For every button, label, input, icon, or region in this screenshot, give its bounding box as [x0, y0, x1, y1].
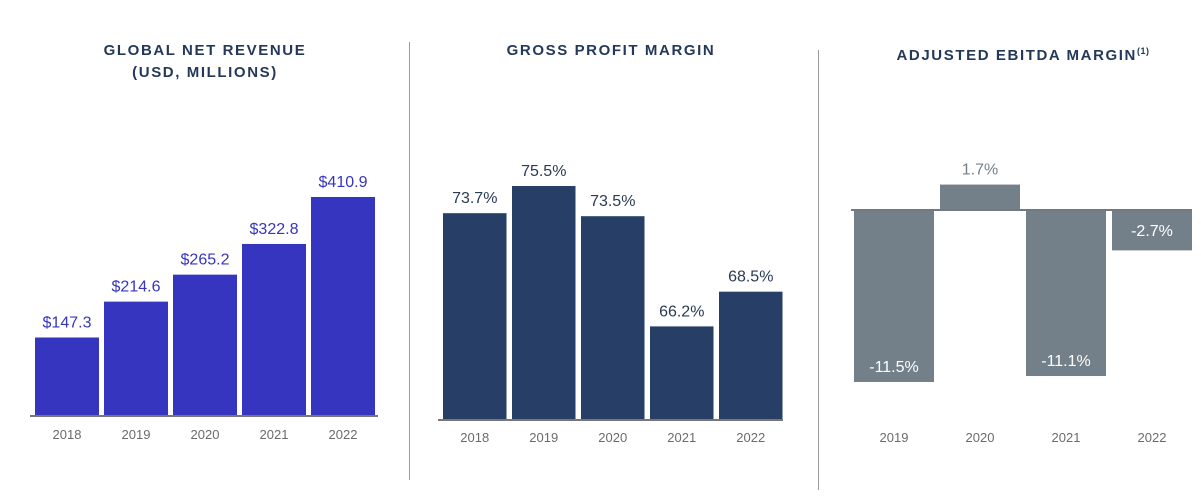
ebitda-bar — [940, 184, 1020, 210]
gross-tick-label: 2019 — [529, 430, 558, 445]
revenue-data-label: $322.8 — [250, 221, 299, 238]
ebitda-bar — [1112, 210, 1192, 251]
gross-bar — [650, 326, 714, 420]
ebitda-title: ADJUSTED EBITDA MARGIN — [896, 47, 1137, 64]
ebitda-bar — [854, 210, 934, 382]
gross-data-label: 73.5% — [590, 193, 635, 210]
ebitda-data-label: -2.7% — [1131, 223, 1173, 240]
revenue-data-label: $214.6 — [112, 279, 161, 296]
revenue-bar — [311, 197, 375, 416]
gross-title: GROSS PROFIT MARGIN — [506, 42, 716, 59]
gross-bar — [581, 216, 645, 420]
ebitda-tick-label: 2022 — [1138, 430, 1167, 445]
revenue-data-label: $410.9 — [319, 174, 368, 191]
ebitda-chart-title: ADJUSTED EBITDA MARGIN(1) — [848, 40, 1198, 67]
ebitda-data-label: 1.7% — [962, 162, 998, 179]
revenue-data-label: $147.3 — [43, 314, 92, 331]
gross-bar — [512, 186, 576, 420]
revenue-tick-label: 2018 — [53, 427, 82, 442]
revenue-data-label: $265.2 — [181, 252, 230, 269]
revenue-chart-title: GLOBAL NET REVENUE (USD, MILLIONS) — [30, 40, 380, 84]
gross-data-label: 75.5% — [521, 163, 566, 180]
gross-bar — [443, 213, 507, 420]
revenue-bar — [104, 301, 168, 416]
gross-data-label: 66.2% — [659, 303, 704, 320]
ebitda-bar — [1026, 210, 1106, 377]
ebitda-data-label: -11.1% — [1041, 353, 1091, 370]
revenue-bar — [35, 337, 99, 416]
divider-right — [818, 50, 819, 490]
gross-chart-title: GROSS PROFIT MARGIN — [436, 40, 786, 62]
ebitda-tick-label: 2019 — [880, 430, 909, 445]
revenue-bar — [242, 243, 306, 416]
gross-bar — [719, 291, 783, 420]
gross-tick-label: 2021 — [667, 430, 696, 445]
gross-data-label: 73.7% — [452, 190, 497, 207]
revenue-tick-label: 2019 — [122, 427, 151, 442]
divider-left — [409, 42, 410, 480]
gross-tick-label: 2022 — [736, 430, 765, 445]
ebitda-data-label: -11.5% — [869, 359, 919, 376]
gross-data-label: 68.5% — [728, 269, 773, 286]
revenue-tick-label: 2022 — [329, 427, 358, 442]
gross-tick-label: 2018 — [460, 430, 489, 445]
ebitda-tick-label: 2020 — [966, 430, 995, 445]
revenue-tick-label: 2021 — [260, 427, 289, 442]
ebitda-tick-label: 2021 — [1052, 430, 1081, 445]
revenue-tick-label: 2020 — [191, 427, 220, 442]
revenue-title: GLOBAL NET REVENUE — [103, 42, 307, 59]
ebitda-footnote: (1) — [1136, 46, 1150, 56]
revenue-subtitle: (USD, MILLIONS) — [132, 64, 278, 81]
revenue-bar — [173, 274, 237, 416]
gross-tick-label: 2020 — [598, 430, 627, 445]
